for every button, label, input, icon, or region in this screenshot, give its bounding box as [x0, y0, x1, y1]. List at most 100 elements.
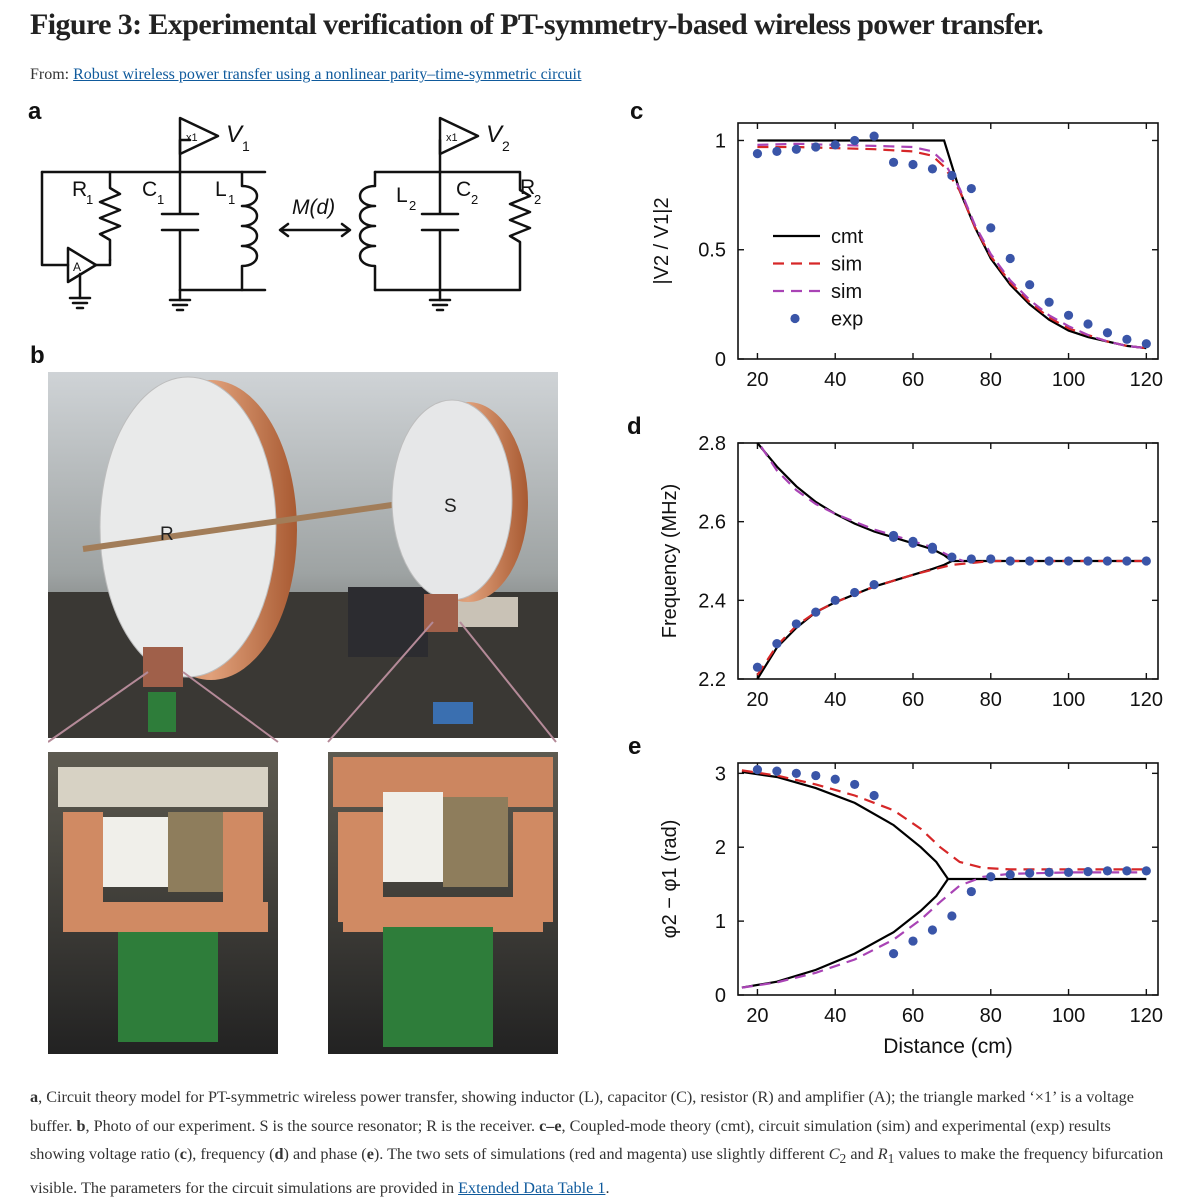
panel-label-c: c	[630, 98, 644, 125]
exp-data-point	[1025, 280, 1035, 290]
inductor-l1	[240, 170, 259, 292]
exp-data-point	[1141, 339, 1151, 349]
y-tick-label: 1	[715, 911, 726, 933]
x-tick-label: 100	[1052, 1005, 1085, 1027]
zoom-lines	[48, 621, 557, 743]
exp-data-point	[830, 595, 840, 605]
series-line-sim	[757, 142, 1147, 350]
y-tick-label: 2.4	[698, 590, 726, 612]
caption-c-ref: c	[179, 1145, 187, 1163]
y-tick-label: 2.6	[698, 512, 726, 534]
resistor-r2	[373, 170, 532, 292]
exp-data-point	[850, 135, 860, 146]
buffer-symbol-1	[178, 116, 220, 156]
source-article-link[interactable]: Robust wireless power transfer using a n…	[73, 66, 582, 83]
x-tick-label: 80	[980, 369, 1002, 391]
caption-d-ref: d	[274, 1145, 284, 1163]
figure-caption: a, Circuit theory model for PT-symmetric…	[30, 1083, 1165, 1202]
exp-data-point	[927, 542, 938, 552]
caption-r1-sub: 1	[887, 1151, 895, 1167]
exp-data-point	[986, 554, 996, 564]
exp-data-point	[869, 131, 879, 141]
exp-data-point	[1083, 319, 1093, 329]
exp-data-point	[1005, 556, 1015, 566]
amplifier-symbol	[66, 246, 98, 284]
exp-data-point	[830, 774, 840, 784]
exp-data-point	[966, 183, 976, 194]
exp-data-point	[1063, 556, 1074, 566]
exp-data-point	[772, 146, 782, 157]
exp-data-point	[1025, 556, 1035, 566]
exp-data-point	[1063, 867, 1074, 877]
exp-data-point	[1083, 867, 1093, 877]
chart-frequency: 20 40 60 80 100 120 2.2 2.4 2.6 2.8 Frequency (MHz…	[659, 433, 1163, 711]
x-tick-label: 60	[902, 1005, 924, 1027]
x-tick-label: 120	[1130, 1005, 1163, 1027]
exp-data-point	[908, 936, 918, 946]
experiment-photo: R S	[48, 372, 558, 1054]
exp-data-point	[869, 790, 879, 801]
exp-data-point	[830, 140, 840, 150]
chart-phase: 20 40 60 80 100 120 0 1 2 3 φ2 − φ1 (rad) Distance …	[659, 762, 1163, 1058]
x-tick-label: 20	[746, 1005, 768, 1027]
resistor-r1	[98, 170, 122, 262]
c1-subscript: 1	[157, 192, 164, 207]
exp-data-point	[811, 142, 821, 152]
exp-data-point	[1122, 866, 1132, 876]
l2-subscript: 2	[409, 198, 416, 213]
x-tick-label: 40	[824, 1005, 846, 1027]
caption-b-text: , Photo of our experiment. S is the sour…	[85, 1116, 540, 1135]
power-supply	[448, 597, 518, 627]
extended-data-table-link[interactable]: Extended Data Table 1	[458, 1178, 606, 1197]
x-tick-label: 120	[1130, 369, 1163, 391]
caption-ce-label: c–e	[539, 1116, 562, 1135]
closeup-source	[328, 752, 558, 1054]
x-tick-label: 100	[1052, 689, 1085, 711]
legend-label: sim	[831, 254, 862, 276]
y-tick-label: 0.5	[698, 240, 726, 262]
exp-data-point	[1102, 866, 1113, 876]
exp-data-point	[1083, 556, 1093, 566]
caption-c2-sub: 2	[839, 1151, 847, 1167]
wire-left-side	[40, 170, 70, 267]
v1-label: V	[226, 121, 244, 148]
exp-data-point	[772, 766, 782, 776]
caption-mid3: ). The two sets of simulations (red and …	[373, 1145, 829, 1163]
c1-label: C	[142, 178, 157, 201]
exp-data-point	[791, 768, 801, 778]
x-tick-label: 80	[980, 1005, 1002, 1027]
exp-data-point	[888, 157, 899, 167]
plot-frame	[737, 762, 1159, 996]
x-axis-label: Distance (cm)	[883, 1035, 1013, 1058]
caption-b-label: b	[76, 1116, 86, 1135]
panel-label-e: e	[628, 733, 642, 760]
panel-label-d: d	[627, 413, 642, 440]
x-tick-label: 20	[746, 689, 768, 711]
caption-tail: values to make the frequency bifurcation…	[30, 1145, 1164, 1197]
y-tick-label: 0	[715, 985, 726, 1007]
buffer-label-2: x1	[446, 132, 458, 144]
v2-label: V	[486, 121, 504, 148]
receiver-disk	[99, 376, 277, 678]
y-tick-label: 2.2	[698, 669, 726, 691]
legend-label: sim	[831, 281, 862, 303]
y-tick-label: 0	[715, 349, 726, 371]
exp-data-point	[986, 872, 996, 882]
exp-data-point	[772, 639, 782, 649]
exp-data-point	[966, 886, 976, 897]
exp-data-point	[811, 607, 821, 617]
exp-data-point	[1044, 867, 1054, 877]
x-tick-label: 60	[902, 689, 924, 711]
source-line: From: Robust wireless power transfer usi…	[30, 66, 581, 84]
x-tick-label: 20	[746, 369, 768, 391]
exp-data-point	[1122, 334, 1132, 344]
figure-title: Figure 3: Experimental verification of P…	[30, 8, 1044, 41]
x-tick-label: 80	[980, 689, 1002, 711]
coupling-label: M(d)	[292, 196, 335, 219]
r2-label: R	[520, 176, 535, 199]
exp-data-point	[850, 587, 860, 598]
exp-data-point	[1044, 297, 1054, 307]
y-tick-label: 2.8	[698, 433, 726, 455]
exp-data-point	[791, 144, 801, 154]
y-axis-label: φ2 − φ1 (rad)	[659, 820, 681, 939]
